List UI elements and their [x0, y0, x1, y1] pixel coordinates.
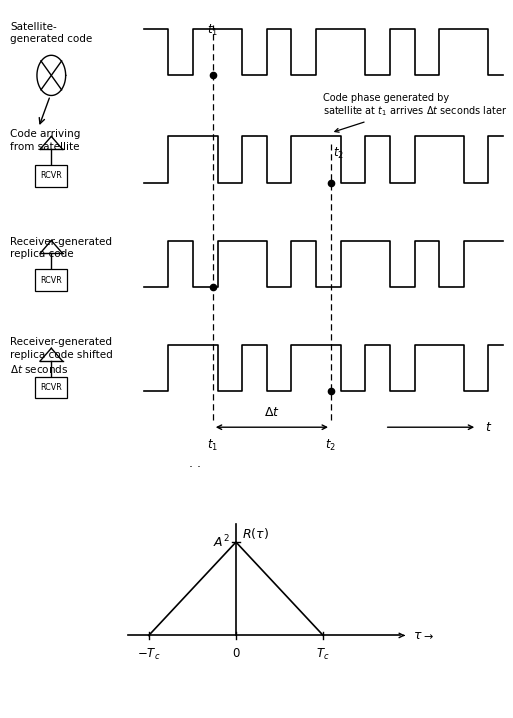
Text: $T_c$: $T_c$ [317, 647, 330, 662]
Text: . .: . . [189, 457, 201, 470]
Text: $t_2$: $t_2$ [333, 146, 345, 161]
Bar [35, 377, 67, 398]
Text: $0$: $0$ [232, 647, 240, 660]
Text: Satellite-
generated code: Satellite- generated code [10, 22, 92, 44]
Text: $R(\tau)$: $R(\tau)$ [242, 526, 269, 541]
Text: $\tau$: $\tau$ [413, 629, 423, 642]
Bar [35, 269, 67, 291]
Text: Receiver-generated
replica code shifted
$\Delta t$ seconds: Receiver-generated replica code shifted … [10, 337, 113, 375]
Text: Code phase generated by
satellite at $t_1$ arrives $\Delta t$ seconds later: Code phase generated by satellite at $t_… [323, 93, 507, 132]
Text: $-T_c$: $-T_c$ [137, 647, 161, 662]
Text: $t$: $t$ [485, 421, 492, 434]
Text: Receiver-generated
replica code: Receiver-generated replica code [10, 237, 112, 259]
Bar [35, 165, 67, 187]
Text: $\Delta t$: $\Delta t$ [264, 406, 280, 419]
Text: $\rightarrow$: $\rightarrow$ [421, 631, 433, 641]
Text: $t_1$: $t_1$ [207, 23, 219, 38]
Text: RCVR: RCVR [41, 383, 62, 392]
Text: $t_2$: $t_2$ [325, 438, 337, 453]
Text: Code arriving
from satellite: Code arriving from satellite [10, 129, 81, 151]
Text: RCVR: RCVR [41, 172, 62, 180]
Text: RCVR: RCVR [41, 276, 62, 284]
Text: $A^2$: $A^2$ [213, 533, 230, 551]
Text: $t_1$: $t_1$ [207, 438, 219, 453]
